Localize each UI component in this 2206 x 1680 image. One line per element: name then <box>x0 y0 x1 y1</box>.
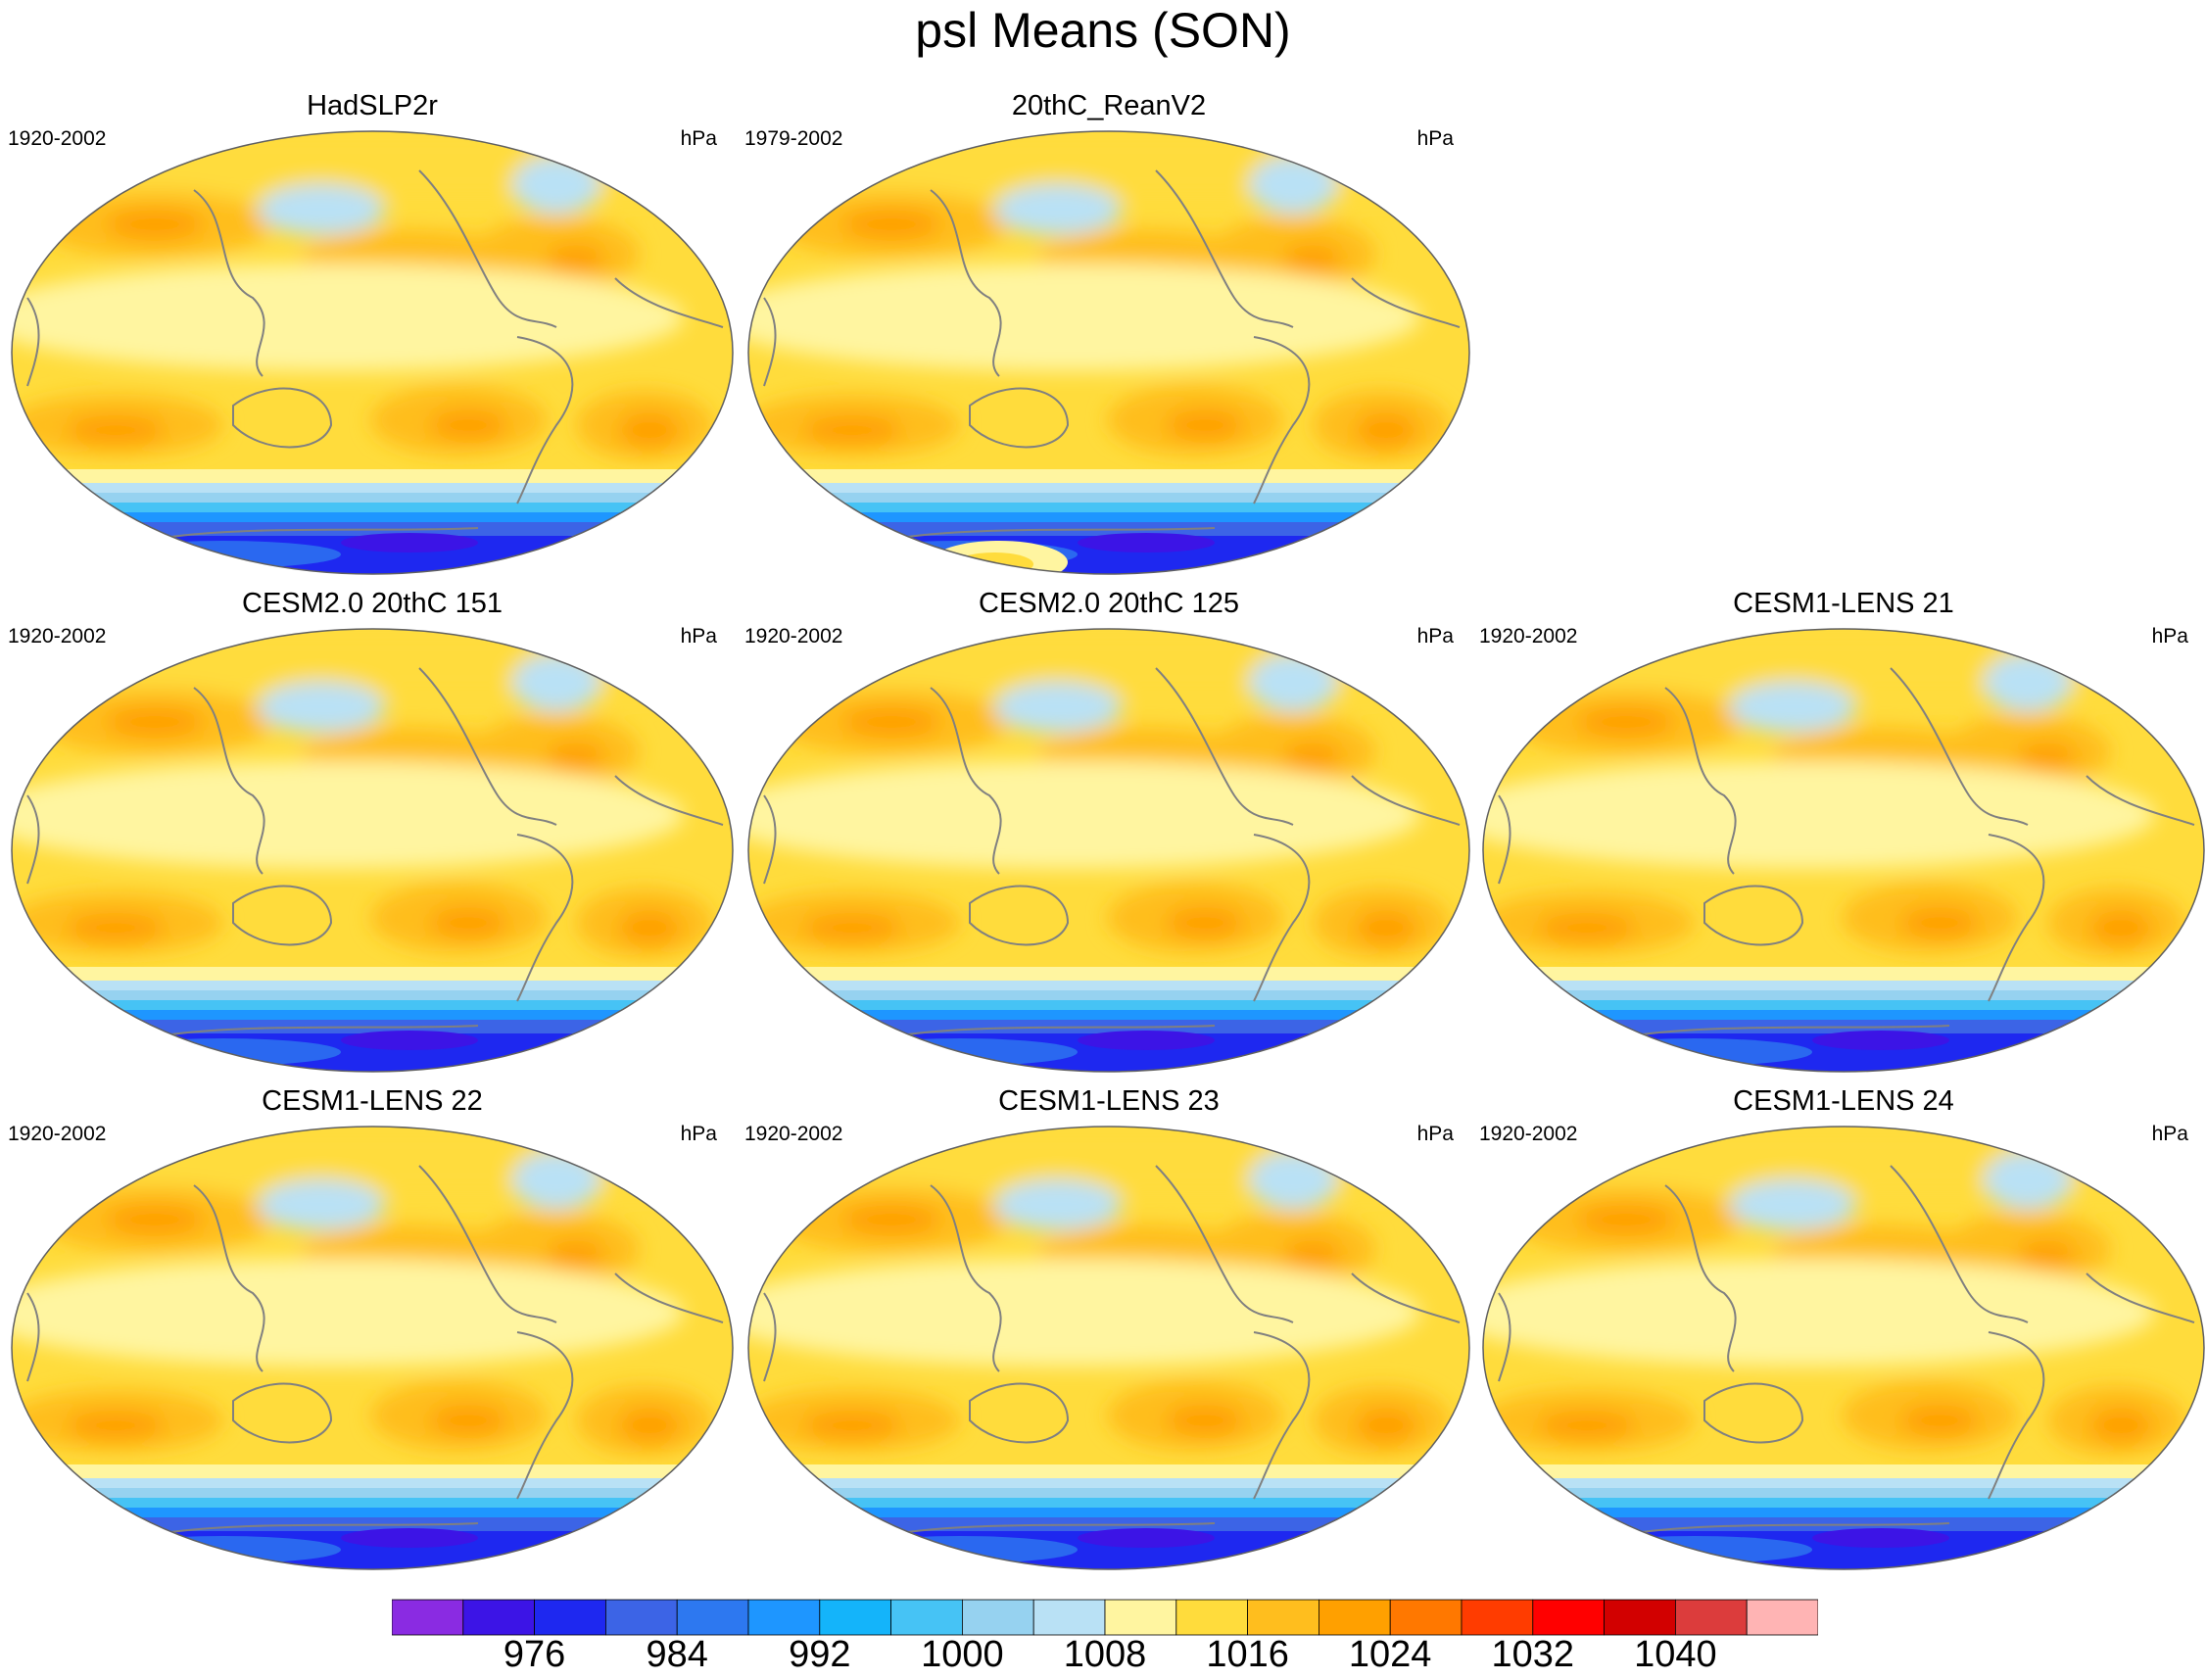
colorbar-swatch <box>1247 1599 1319 1636</box>
map-panel: HadSLP2r 1920-2002 hPa <box>8 90 737 585</box>
panel-title: HadSLP2r <box>307 90 438 121</box>
panel-title: 20thC_ReanV2 <box>1011 90 1207 121</box>
map-plot <box>11 1126 734 1570</box>
map-panel: CESM1-LENS 21 1920-2002 hPa <box>1479 588 2206 1082</box>
colorbar-tick-label: 1016 <box>1206 1634 1289 1675</box>
panel-title: CESM1-LENS 22 <box>262 1085 483 1117</box>
panel-units: hPa <box>680 625 717 648</box>
panel-title: CESM1-LENS 21 <box>1733 588 1954 619</box>
colorbar-tick-label: 1024 <box>1348 1634 1432 1675</box>
panel-units: hPa <box>1416 127 1454 150</box>
panel-period: 1920-2002 <box>744 1123 843 1145</box>
colorbar-tick-label: 976 <box>503 1634 566 1675</box>
panel-title: CESM2.0 20thC 125 <box>979 588 1239 619</box>
panel-units: hPa <box>680 1123 717 1145</box>
map-panel: CESM1-LENS 23 1920-2002 hPa <box>744 1085 1473 1580</box>
panel-period: 1920-2002 <box>744 625 843 648</box>
panel-period: 1920-2002 <box>1479 1123 1578 1145</box>
colorbar-swatch <box>1389 1599 1463 1636</box>
colorbar-tick-label: 1000 <box>921 1634 1004 1675</box>
map-plot <box>11 628 734 1073</box>
colorbar-swatch <box>1319 1599 1391 1636</box>
colorbar-swatch <box>1675 1599 1748 1636</box>
panel-period: 1920-2002 <box>8 1123 107 1145</box>
panel-title: CESM1-LENS 24 <box>1733 1085 1954 1117</box>
map-panel: 20thC_ReanV2 1979-2002 hPa <box>744 90 1473 585</box>
colorbar-swatch <box>534 1599 606 1636</box>
colorbar-swatch <box>1746 1599 1818 1636</box>
colorbar-swatch <box>1461 1599 1534 1636</box>
map-plot <box>1482 628 2205 1073</box>
panel-title: CESM2.0 20thC 151 <box>242 588 503 619</box>
colorbar-swatch <box>747 1599 821 1636</box>
map-plot <box>747 628 1470 1073</box>
map-panel: CESM2.0 20thC 151 1920-2002 hPa <box>8 588 737 1082</box>
panel-title: CESM1-LENS 23 <box>998 1085 1220 1117</box>
colorbar-swatch <box>890 1599 963 1636</box>
colorbar-swatch <box>392 1599 464 1636</box>
map-plot <box>747 130 1470 575</box>
colorbar-swatch <box>1532 1599 1606 1636</box>
panel-units: hPa <box>1416 1123 1454 1145</box>
colorbar-swatch <box>462 1599 536 1636</box>
colorbar-tick-label: 1032 <box>1491 1634 1575 1675</box>
colorbar-swatch <box>1032 1599 1106 1636</box>
colorbar-swatch <box>1175 1599 1248 1636</box>
panel-period: 1920-2002 <box>8 625 107 648</box>
colorbar <box>392 1599 1818 1636</box>
colorbar-tick-label: 992 <box>789 1634 851 1675</box>
colorbar-swatch <box>1104 1599 1177 1636</box>
panel-units: hPa <box>680 127 717 150</box>
panel-units: hPa <box>2151 625 2188 648</box>
panel-period: 1979-2002 <box>744 127 843 150</box>
map-panel: CESM1-LENS 22 1920-2002 hPa <box>8 1085 737 1580</box>
figure-title: psl Means (SON) <box>915 3 1291 58</box>
colorbar-swatch <box>604 1599 678 1636</box>
map-plot <box>1482 1126 2205 1570</box>
panel-units: hPa <box>2151 1123 2188 1145</box>
panel-period: 1920-2002 <box>1479 625 1578 648</box>
colorbar-swatch <box>1604 1599 1676 1636</box>
map-panel: CESM1-LENS 24 1920-2002 hPa <box>1479 1085 2206 1580</box>
colorbar-swatch <box>962 1599 1034 1636</box>
map-plot <box>11 130 734 575</box>
map-plot <box>747 1126 1470 1570</box>
colorbar-tick-label: 984 <box>646 1634 708 1675</box>
map-panel: CESM2.0 20thC 125 1920-2002 hPa <box>744 588 1473 1082</box>
panel-units: hPa <box>1416 625 1454 648</box>
colorbar-tick-label: 1008 <box>1063 1634 1147 1675</box>
colorbar-swatch <box>819 1599 891 1636</box>
panel-period: 1920-2002 <box>8 127 107 150</box>
colorbar-swatch <box>676 1599 749 1636</box>
colorbar-tick-label: 1040 <box>1634 1634 1717 1675</box>
